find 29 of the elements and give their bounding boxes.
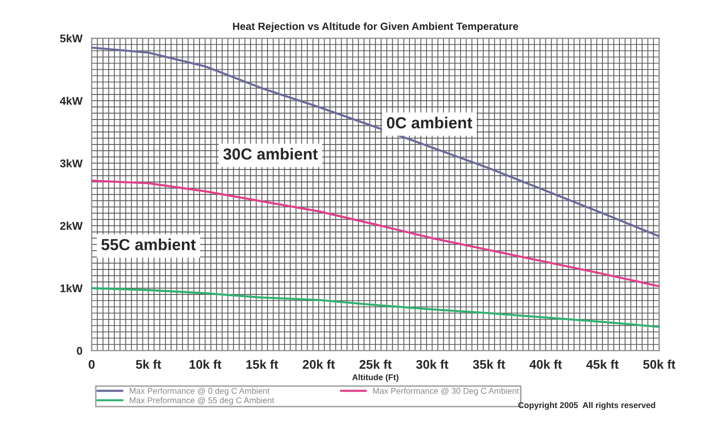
x-tick-label: 15k ft [246, 360, 278, 369]
line-series [92, 46, 660, 238]
x-tick-label: 10k ft [190, 360, 222, 369]
line-series [92, 287, 660, 328]
x-tick-label: 35k ft [472, 360, 506, 369]
line-series [92, 180, 660, 288]
x-tick-label: 50k ft [643, 360, 676, 369]
x-tick-label: 20k ft [302, 360, 335, 369]
legend-label: Max Performance @ 30 Deg C Ambient [373, 388, 519, 396]
y-tick-label: 4kW [60, 96, 83, 105]
chart-title: Heat Rejection vs Altitude for Given Ambient Temperature [233, 22, 518, 32]
y-tick-label: 0 [76, 346, 82, 355]
x-tick-label: 45k ft [586, 360, 619, 369]
x-tick-label: 0 [88, 360, 95, 369]
y-tick-label: 5kW [60, 34, 83, 42]
x-tick-label: 40k ft [530, 360, 562, 369]
annotation: 0C ambient [386, 116, 472, 128]
legend-label: Max Performance @ 0 deg C Ambient [130, 388, 270, 396]
y-tick-label: 3kW [60, 159, 83, 168]
x-axis-title: Altitude (Ft) [352, 374, 398, 382]
x-tick-label: 30k ft [416, 360, 448, 369]
text: Copyright 2005 All rights reserved [518, 402, 656, 410]
y-tick-label: 1kW [60, 284, 83, 292]
y-tick-label: 2kW [60, 222, 83, 230]
annotation: 55C ambient [101, 238, 196, 250]
x-tick-label: 25k ft [360, 360, 392, 369]
annotation: 30C ambient [223, 148, 318, 160]
x-tick-label: 5k ft [136, 360, 162, 369]
legend-label: Max Preformance @ 55 deg C Ambient [130, 397, 274, 405]
